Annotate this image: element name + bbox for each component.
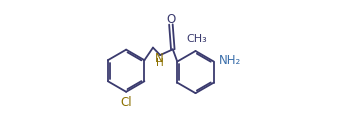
Text: N: N — [155, 52, 164, 65]
Text: CH₃: CH₃ — [187, 33, 207, 44]
Text: O: O — [166, 13, 175, 26]
Text: H: H — [155, 58, 163, 68]
Text: Cl: Cl — [120, 95, 132, 109]
Text: NH₂: NH₂ — [219, 54, 241, 67]
